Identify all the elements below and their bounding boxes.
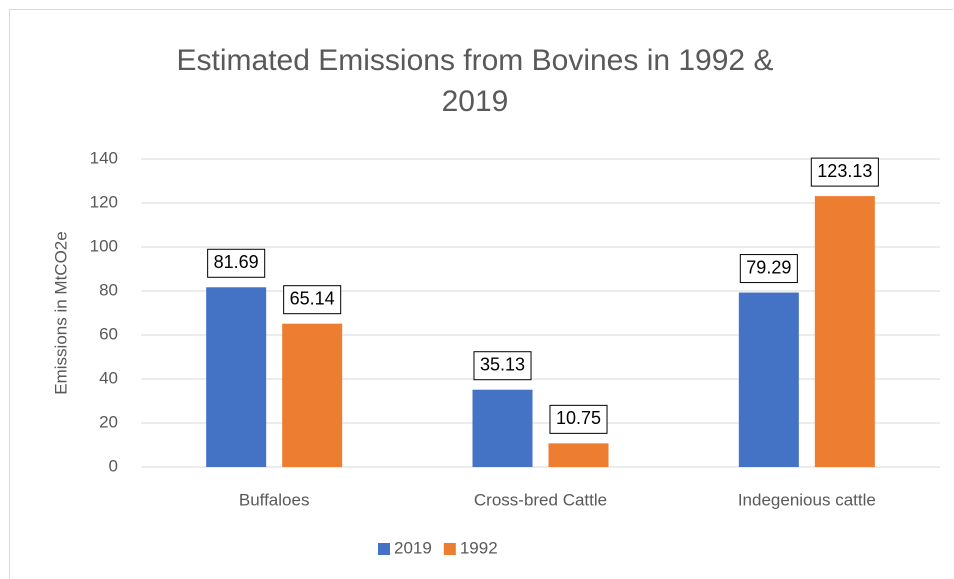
y-tick-label: 0 [109, 456, 118, 475]
legend-label: 2019 [394, 538, 432, 557]
y-tick-label: 120 [90, 192, 118, 211]
bar [206, 287, 267, 467]
data-label-text: 123.13 [817, 161, 872, 181]
data-label-box [549, 404, 608, 434]
bar [548, 443, 609, 467]
data-label: 35.13 [473, 351, 532, 381]
bar [282, 323, 343, 467]
chart-title: Estimated Emissions from Bovines in 1992… [176, 44, 774, 118]
x-tick-label: Indegenious cattle [738, 490, 876, 509]
data-label-text: 65.14 [290, 288, 335, 308]
data-label-box [473, 351, 532, 381]
legend-swatch [378, 543, 390, 555]
y-tick-label: 40 [99, 368, 118, 387]
y-tick-label: 100 [90, 236, 118, 255]
bar [472, 389, 533, 467]
y-axis-label: Emissions in MtCO2e [51, 231, 70, 394]
data-label-text: 81.69 [214, 252, 259, 272]
legend-swatch [443, 543, 456, 555]
bar [738, 292, 799, 467]
y-tick-label: 60 [99, 324, 118, 343]
chart-frame [9, 9, 953, 579]
data-label-text: 35.13 [480, 354, 525, 374]
data-label: 81.69 [207, 248, 266, 278]
data-label-box [739, 254, 798, 284]
data-label: 65.14 [283, 285, 342, 315]
x-tick-label: Buffaloes [239, 490, 310, 509]
data-label-box [207, 248, 266, 278]
bar [814, 196, 875, 467]
data-label-box [810, 157, 879, 187]
data-label-text: 79.29 [746, 257, 791, 277]
y-tick-label: 140 [90, 148, 118, 167]
data-label: 123.13 [810, 157, 879, 187]
data-label: 79.29 [739, 254, 798, 284]
x-tick-label: Cross-bred Cattle [474, 490, 607, 509]
legend-label: 1992 [460, 538, 498, 557]
y-tick-label: 80 [99, 280, 118, 299]
y-tick-label: 20 [99, 412, 118, 431]
data-label-box [283, 285, 342, 315]
data-label-text: 10.75 [556, 408, 601, 428]
data-label: 10.75 [549, 404, 608, 434]
